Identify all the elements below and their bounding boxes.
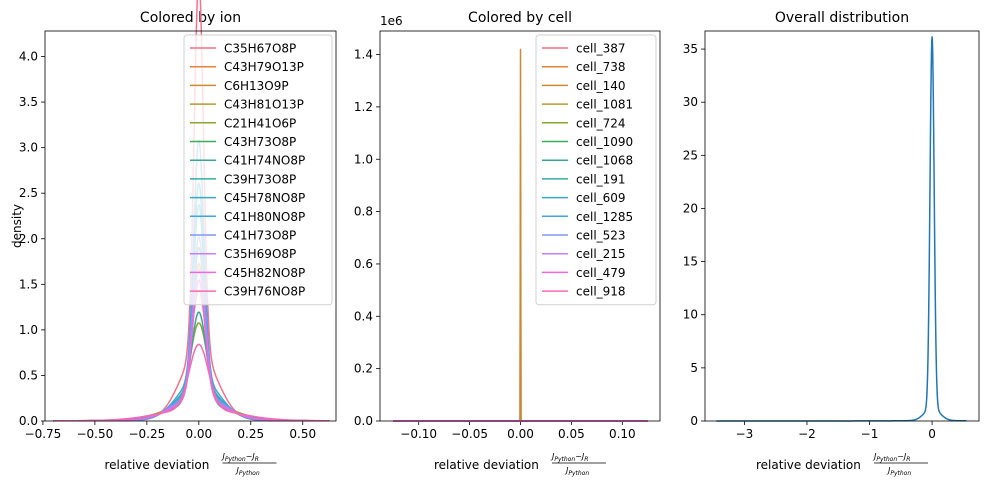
- axes-frame: [704, 30, 980, 422]
- y-tick-label: 1.4: [354, 48, 373, 62]
- subplot-title: Colored by ion: [140, 10, 241, 26]
- x-axis-label-text: relative deviation: [434, 458, 539, 472]
- legend-cell: cell_387 cell_738 cell_140 cell_1081 cell_72…: [535, 34, 657, 306]
- y-tick-label: 3.0: [19, 141, 38, 155]
- series-line-overall: [715, 36, 967, 422]
- x-tick-label: 0: [928, 427, 936, 441]
- legend-label: cell_215: [576, 247, 626, 261]
- series-line-ion-14: [53, 343, 330, 422]
- axes-frame: [44, 30, 337, 422]
- x-axis-label-denominator: JPython: [886, 466, 911, 477]
- x-axis-label-1: relative deviation JPython−JR JPython: [434, 452, 606, 477]
- y-tick-label: 0.8: [354, 205, 373, 219]
- y-tick-label: 0.0: [354, 414, 373, 428]
- y-tick-label: 1.0: [354, 152, 373, 166]
- y-tick-label: 2.5: [19, 186, 38, 200]
- y-tick-label: 5: [690, 361, 698, 375]
- y-axis-label: density: [10, 204, 24, 248]
- x-tick-label: −0.75: [25, 427, 62, 441]
- subplot-title: Colored by cell: [468, 10, 572, 26]
- x-tick-label: 0.50: [289, 427, 316, 441]
- x-tick-label: −0.50: [76, 427, 113, 441]
- y-tick-label: 0.0: [19, 414, 38, 428]
- legend-label: cell_191: [576, 172, 626, 186]
- legend-box: [183, 34, 333, 306]
- y-tick-label: 1.0: [19, 323, 38, 337]
- y-tick-label: 0.4: [354, 309, 373, 323]
- y-tick-label: 25: [683, 148, 698, 162]
- legend-box: [535, 34, 657, 306]
- legend-label: C43H81O13P: [224, 98, 304, 112]
- legend-label: cell_387: [576, 42, 626, 56]
- legend-label: cell_918: [576, 285, 626, 299]
- y-tick-label: 30: [683, 95, 698, 109]
- x-tick-label: −0.25: [128, 427, 165, 441]
- x-axis-label-2: relative deviation JPython−JR JPython: [756, 452, 928, 477]
- subplot-3: Overall distribution −3 −2 −1 0 0 5 10 15 20 25 30 3…: [683, 10, 967, 441]
- legend-label: cell_479: [576, 266, 626, 280]
- legend-label: C39H76NO8P: [224, 285, 305, 299]
- legend-ion: C35H67O8P C43H79O13P C6H13O9P C43H81O13P C21…: [183, 34, 333, 306]
- legend-label: C41H74NO8P: [224, 154, 305, 168]
- legend-label: C43H79O13P: [224, 60, 304, 74]
- legend-label: cell_738: [576, 60, 626, 74]
- legend-label: C45H82NO8P: [224, 266, 305, 280]
- legend-label: C6H13O9P: [224, 79, 289, 93]
- legend-label: cell_1285: [576, 210, 633, 224]
- legend-label: C39H73O8P: [224, 172, 296, 186]
- x-tick-label: −3: [736, 427, 754, 441]
- y-tick-label: 35: [683, 42, 698, 56]
- y-tick-label: 1.2: [354, 100, 373, 114]
- y-tick-label: 20: [683, 201, 698, 215]
- x-axis-label-numerator: JPython−JR: [221, 452, 259, 463]
- legend-label: C45H78NO8P: [224, 191, 305, 205]
- y-tick-label: 0.6: [354, 257, 373, 271]
- legend-label: cell_609: [576, 191, 626, 205]
- legend-label: C35H69O8P: [224, 247, 296, 261]
- x-axis-label-text: relative deviation: [756, 458, 861, 472]
- legend-label: cell_724: [576, 116, 626, 130]
- x-axis-label-denominator: JPython: [235, 466, 260, 477]
- x-tick-label: 0.25: [237, 427, 264, 441]
- x-axis-label-0: relative deviation JPython−JR JPython: [105, 452, 277, 477]
- y-tick-label: 0.5: [19, 368, 38, 382]
- x-axis-label-numerator: JPython−JR: [872, 452, 910, 463]
- x-tick-label: 0.00: [185, 427, 212, 441]
- x-axis-label-numerator: JPython−JR: [550, 452, 588, 463]
- y-tick-label: 0.2: [354, 362, 373, 376]
- x-tick-label: −0.05: [451, 427, 488, 441]
- y-tick-label: 15: [683, 255, 698, 269]
- legend-label: cell_1068: [576, 154, 633, 168]
- x-tick-label: −2: [798, 427, 816, 441]
- x-tick-label: −0.10: [400, 427, 437, 441]
- legend-label: cell_1081: [576, 98, 633, 112]
- axes-frame: [379, 30, 661, 422]
- x-axis-label-denominator: JPython: [564, 466, 589, 477]
- y-tick-label: 0: [690, 414, 698, 428]
- y-tick-label: 3.5: [19, 95, 38, 109]
- legend-label: C21H41O6P: [224, 116, 296, 130]
- x-tick-label: 0.05: [558, 427, 585, 441]
- y-tick-label: 4.0: [19, 50, 38, 64]
- legend-label: C43H73O8P: [224, 135, 296, 149]
- x-axis-label-text: relative deviation: [105, 458, 210, 472]
- y-tick-label: 2.0: [19, 232, 38, 246]
- legend-label: cell_1090: [576, 135, 633, 149]
- y-axis-offset-text: 1e6: [380, 14, 403, 28]
- y-tick-label: 1.5: [19, 277, 38, 291]
- legend-label: C35H67O8P: [224, 42, 296, 56]
- subplot-title: Overall distribution: [775, 10, 909, 26]
- legend-label: cell_140: [576, 79, 626, 93]
- x-tick-label: −1: [861, 427, 879, 441]
- y-tick-label: 10: [683, 308, 698, 322]
- x-tick-label: 0.00: [507, 427, 534, 441]
- legend-label: cell_523: [576, 229, 626, 243]
- x-tick-label: 0.10: [609, 427, 636, 441]
- legend-label: C41H80NO8P: [224, 210, 305, 224]
- legend-label: C41H73O8P: [224, 229, 296, 243]
